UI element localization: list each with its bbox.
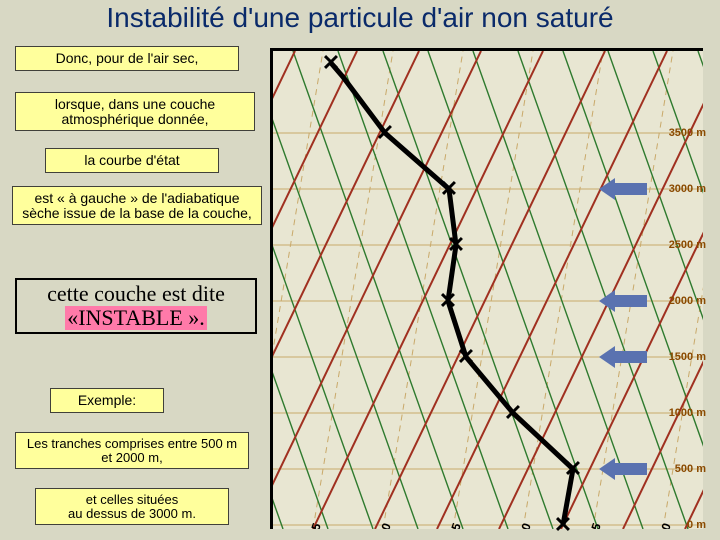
indicator-arrow	[599, 178, 647, 200]
indicator-arrow	[599, 346, 647, 368]
instable-line1: cette couche est dite	[47, 281, 225, 306]
text-courbe-etat: la courbe d'état	[45, 148, 219, 173]
data-point-mark: ✕	[447, 232, 465, 258]
altitude-label: 3500 m	[669, 127, 706, 139]
instable-highlight: «INSTABLE ».	[65, 306, 207, 330]
data-point-mark: ✕	[376, 120, 394, 146]
text-adiabatique: est « à gauche » de l'adiabatique sèche …	[12, 186, 262, 225]
data-point-mark: ✕	[322, 50, 340, 76]
text-instable: cette couche est dite «INSTABLE ».	[15, 278, 257, 334]
data-point-mark: ✕	[554, 512, 572, 538]
emagram-chart: 51015202530 3500 m3000 m2500 m2000 m1500…	[270, 48, 703, 529]
altitude-label: 1000 m	[669, 407, 706, 419]
altitude-label: 500 m	[675, 463, 706, 475]
altitude-label: 2000 m	[669, 295, 706, 307]
altitude-label: 0 m	[687, 519, 706, 531]
text-lorsque: lorsque, dans une couche atmosphérique d…	[15, 92, 255, 131]
slide-title: Instabilité d'une particule d'air non sa…	[0, 2, 720, 34]
indicator-arrow	[599, 458, 647, 480]
indicator-arrow	[599, 290, 647, 312]
data-point-mark: ✕	[440, 176, 458, 202]
data-point-mark: ✕	[504, 400, 522, 426]
text-au-dessus: et celles situées au dessus de 3000 m.	[35, 488, 229, 525]
altitude-label: 3000 m	[669, 183, 706, 195]
text-intro: Donc, pour de l'air sec,	[15, 46, 239, 71]
text-exemple: Exemple:	[50, 388, 164, 413]
altitude-label: 1500 m	[669, 351, 706, 363]
altitude-label: 2500 m	[669, 239, 706, 251]
text-tranches: Les tranches comprises entre 500 m et 20…	[15, 432, 249, 469]
data-point-mark: ✕	[564, 456, 582, 482]
data-point-mark: ✕	[457, 344, 475, 370]
data-point-mark: ✕	[439, 288, 457, 314]
